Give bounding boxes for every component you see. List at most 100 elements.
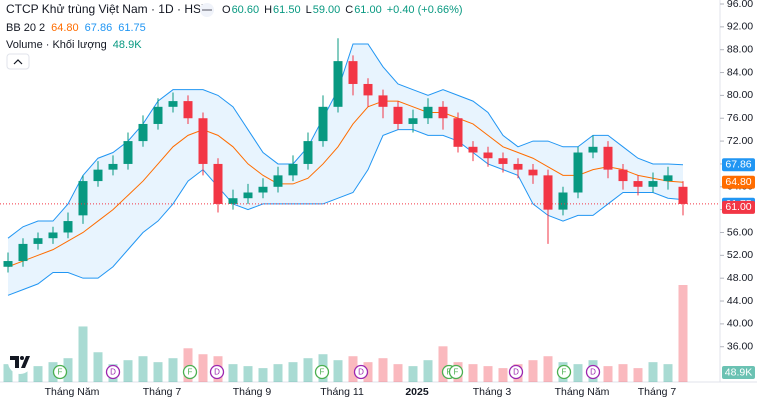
y-tick-label: 52.00 xyxy=(727,249,753,261)
candle-body xyxy=(528,169,538,176)
event-marker xyxy=(508,364,524,380)
x-tick-label: Tháng 11 xyxy=(320,386,364,398)
volume-bar xyxy=(498,368,508,382)
price-tag xyxy=(722,175,755,189)
candle-body xyxy=(123,141,133,164)
volume-bar xyxy=(228,364,238,382)
bb-band-fill xyxy=(8,43,683,296)
candle-body xyxy=(228,198,238,204)
volume-bar xyxy=(63,358,73,382)
volume-bar xyxy=(393,364,403,382)
volume-bar xyxy=(633,368,643,382)
candle-body xyxy=(63,221,73,233)
candle-body xyxy=(408,118,418,124)
candle-body xyxy=(468,146,478,153)
price-tag xyxy=(722,158,755,172)
ohlc-value: 61.50 xyxy=(273,4,301,16)
volume-bar xyxy=(438,346,448,382)
volume-bar xyxy=(78,326,88,382)
volume-bar xyxy=(288,362,298,382)
volume-tag-label: 48.9K xyxy=(725,366,752,378)
volume-bar xyxy=(243,366,253,382)
candle-body xyxy=(633,181,643,187)
event-marker xyxy=(209,364,225,380)
ohlc-value: 60.60 xyxy=(232,4,260,16)
volume-bar xyxy=(408,366,418,382)
x-tick-label: Tháng 3 xyxy=(473,386,512,398)
event-label: D xyxy=(358,368,364,377)
candle-body xyxy=(378,95,388,107)
candle-body xyxy=(348,61,358,84)
candle-body xyxy=(318,106,328,142)
volume-bar xyxy=(648,362,658,382)
candle-body xyxy=(423,106,433,119)
candle-body xyxy=(648,181,658,187)
price-tag-label: 67.86 xyxy=(725,159,751,171)
candle-body xyxy=(393,106,403,124)
candle-body xyxy=(288,163,298,176)
candle-body xyxy=(3,261,13,267)
candle-body xyxy=(438,106,448,119)
y-tick-label: 44.00 xyxy=(727,295,753,307)
event-label: F xyxy=(320,368,325,377)
volume-bar xyxy=(468,364,478,382)
bb-upper-line xyxy=(7,43,684,239)
visibility-toggle[interactable] xyxy=(200,3,214,17)
ohlc-key: C xyxy=(345,4,353,16)
x-tick-label: Tháng 7 xyxy=(143,386,182,398)
event-label: F xyxy=(454,368,459,377)
candle-body xyxy=(453,118,463,147)
event-marker xyxy=(105,364,121,380)
volume-bar xyxy=(528,360,538,382)
volume-bar xyxy=(258,368,268,382)
candle-body xyxy=(588,146,598,153)
x-tick-label: Tháng Năm xyxy=(555,386,610,398)
volume-bar xyxy=(303,358,313,382)
volume-bar xyxy=(333,360,343,382)
bb-middle-line xyxy=(7,100,684,268)
collapse-button[interactable] xyxy=(6,53,30,70)
bb-lower-line xyxy=(7,129,684,296)
price-tag xyxy=(722,200,755,214)
y-tick-label: 92.00 xyxy=(727,21,753,33)
y-tick-label: 88.00 xyxy=(727,43,753,55)
event-label: F xyxy=(188,368,193,377)
tradingview-logo[interactable] xyxy=(8,350,32,374)
volume-bar xyxy=(273,364,283,382)
ohlc-key: O xyxy=(222,4,231,16)
volume-bar xyxy=(483,366,493,382)
change: +0.40 (+0.66%) xyxy=(387,4,463,16)
volume-bar xyxy=(18,368,28,382)
x-tick-label: Tháng Năm xyxy=(45,386,100,398)
volume-bar xyxy=(543,356,553,382)
candle-body xyxy=(333,61,343,107)
event-label: D xyxy=(513,368,519,377)
event-marker xyxy=(585,364,601,380)
event-marker xyxy=(353,364,369,380)
volume-bar xyxy=(198,354,208,382)
x-tick-label: 2025 xyxy=(405,386,429,398)
x-tick-label: Tháng 7 xyxy=(638,386,677,398)
volume-bar xyxy=(138,356,148,382)
volume-bar xyxy=(123,360,133,382)
volume-bar xyxy=(33,366,43,382)
volume-bar xyxy=(663,364,673,382)
candle-body xyxy=(183,101,193,119)
ohlc-value: 59.00 xyxy=(313,4,341,16)
y-tick-label: 72.00 xyxy=(727,135,753,147)
y-tick-label: 96.00 xyxy=(727,0,753,10)
volume-bar xyxy=(603,366,613,382)
volume-value: 48.9K xyxy=(113,39,142,51)
legend: CTCP Khử trùng Việt Nam · 1D · HSX BB 20… xyxy=(6,2,214,70)
volume-bar xyxy=(93,352,103,382)
y-tick-label: 84.00 xyxy=(727,66,753,78)
candle-body xyxy=(618,169,628,182)
candle-body xyxy=(153,106,163,124)
event-label: D xyxy=(214,368,220,377)
y-tick-label: 48.00 xyxy=(727,272,753,284)
event-marker xyxy=(52,364,68,380)
event-label: D xyxy=(590,368,596,377)
candle-body xyxy=(558,192,568,210)
